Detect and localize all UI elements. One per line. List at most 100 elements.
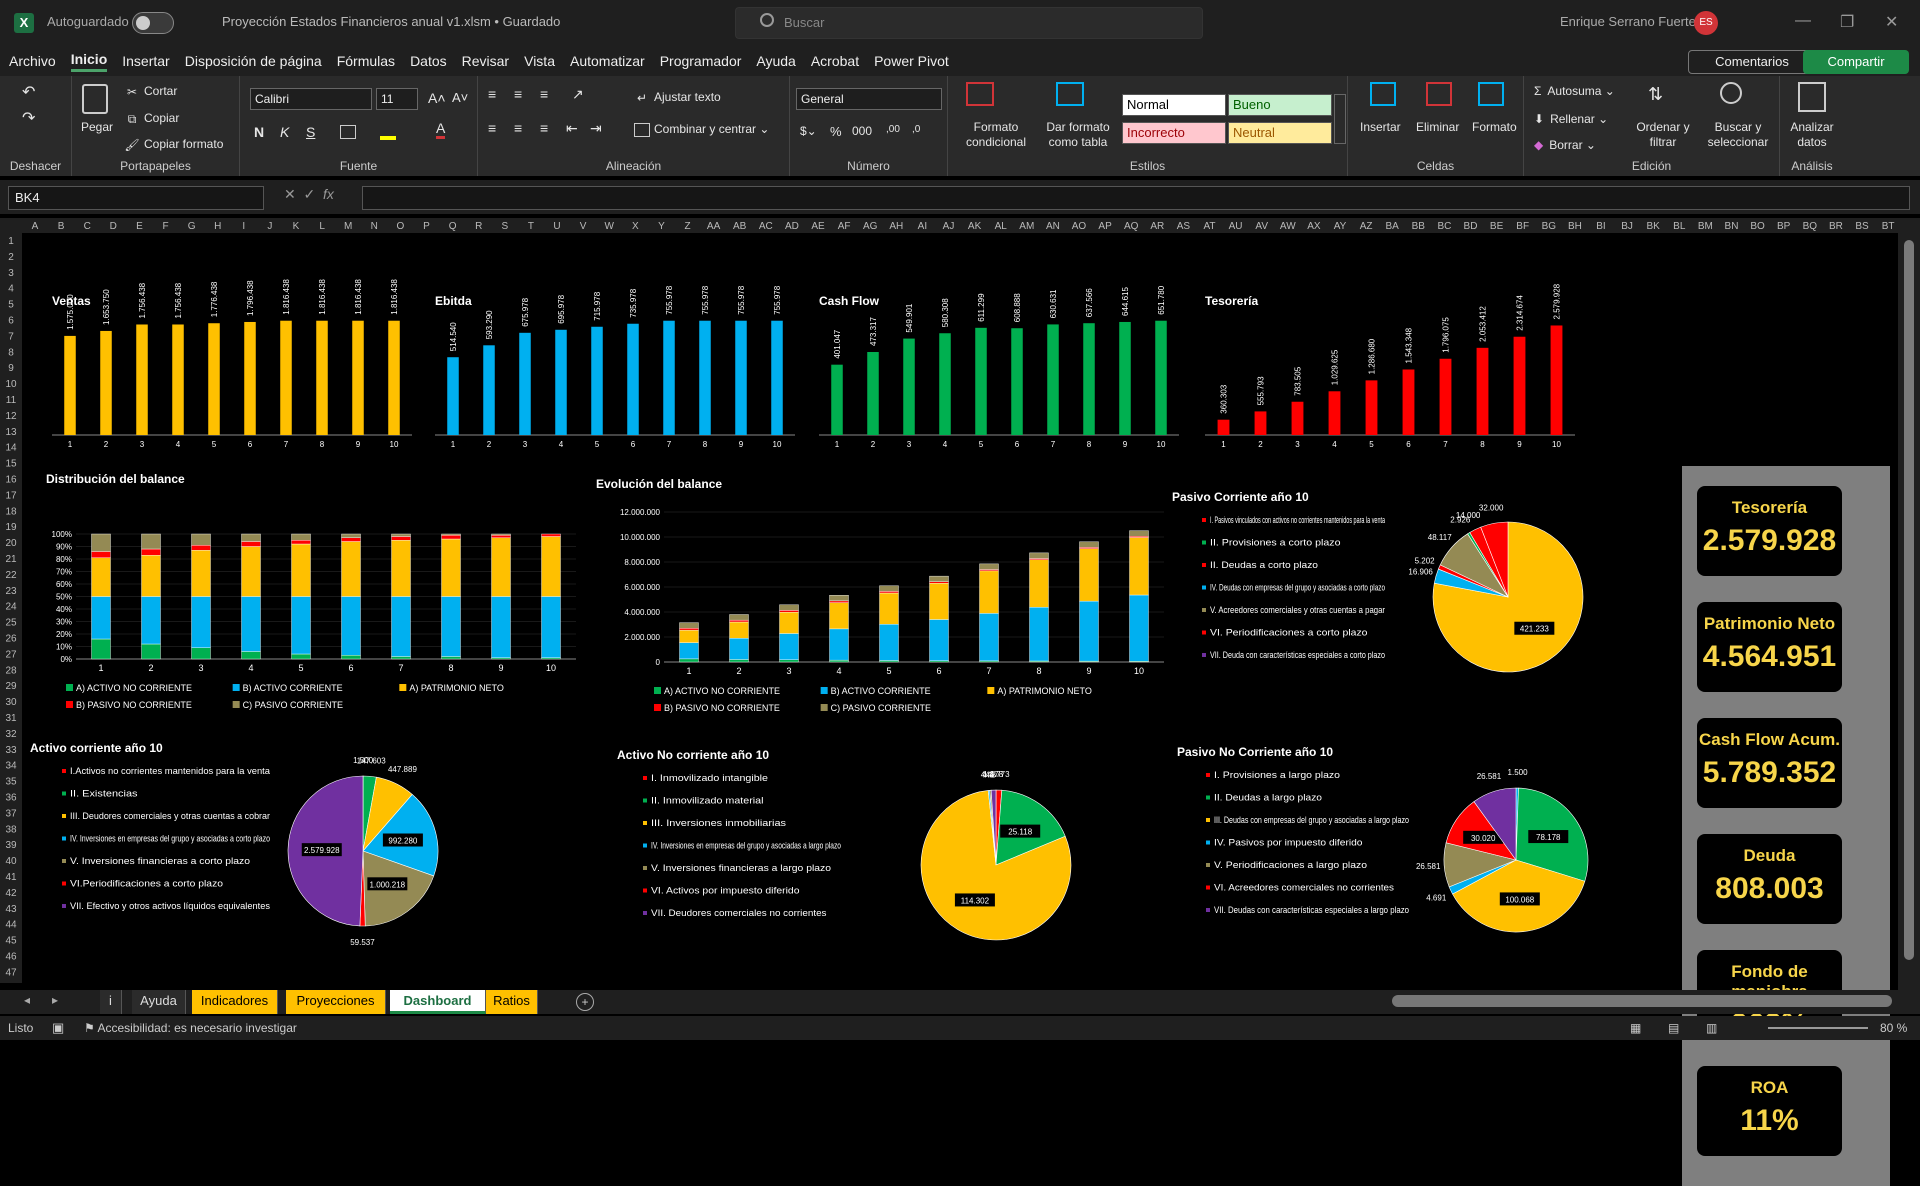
search-box[interactable]: Buscar	[735, 7, 1203, 39]
column-header[interactable]: AO	[1072, 221, 1087, 232]
macro-icon[interactable]: ▣	[52, 1016, 64, 1040]
row-header[interactable]: 7	[8, 331, 14, 342]
column-header[interactable]: AI	[918, 221, 927, 232]
column-header[interactable]: AJ	[943, 221, 955, 232]
align-middle-icon[interactable]: ≡	[514, 86, 522, 102]
format-cells-button[interactable]: Formato	[1472, 120, 1517, 134]
column-header[interactable]: BM	[1698, 221, 1713, 232]
conditional-format-button[interactable]: Formato condicional	[956, 120, 1036, 150]
cut-button[interactable]: ✂Cortar	[124, 84, 177, 99]
orientation-icon[interactable]: ↗	[572, 86, 584, 103]
insert-cells-icon[interactable]	[1370, 82, 1396, 106]
menu-5[interactable]: Datos	[410, 53, 447, 69]
paste-button[interactable]: Pegar	[81, 120, 113, 134]
column-header[interactable]: R	[475, 221, 482, 232]
format-table-icon[interactable]	[1056, 82, 1084, 106]
redo-icon[interactable]: ↷	[22, 108, 35, 128]
column-header[interactable]: BB	[1412, 221, 1426, 232]
align-top-icon[interactable]: ≡	[488, 86, 496, 102]
column-header[interactable]: I	[242, 221, 245, 232]
style-normal[interactable]: Normal	[1122, 94, 1226, 116]
increase-decimal-icon[interactable]: ,00	[886, 124, 900, 135]
column-header[interactable]: H	[214, 221, 221, 232]
column-header[interactable]: AC	[759, 221, 773, 232]
row-header[interactable]: 46	[5, 952, 17, 963]
italic-button[interactable]: K	[280, 124, 289, 140]
row-header[interactable]: 31	[5, 713, 17, 724]
column-header[interactable]: BF	[1516, 221, 1529, 232]
wrap-text-button[interactable]: ↵Ajustar texto	[634, 90, 721, 105]
menu-9[interactable]: Programador	[660, 53, 742, 69]
column-header[interactable]: U	[553, 221, 560, 232]
accessibility-status[interactable]: ⚑ Accesibilidad: es necesario investigar	[84, 1016, 297, 1040]
row-header[interactable]: 15	[5, 459, 17, 470]
row-header[interactable]: 25	[5, 618, 17, 629]
merge-center-button[interactable]: Combinar y centrar ⌄	[634, 122, 769, 137]
analyze-data-button[interactable]: Analizar datos	[1786, 120, 1838, 150]
row-header[interactable]: 28	[5, 665, 17, 676]
menu-0[interactable]: Archivo	[9, 53, 56, 69]
menu-7[interactable]: Vista	[524, 53, 555, 69]
row-header[interactable]: 22	[5, 570, 17, 581]
row-header[interactable]: 42	[5, 888, 17, 899]
minimize-icon[interactable]: —	[1795, 12, 1811, 30]
row-header[interactable]: 8	[8, 347, 14, 358]
column-header[interactable]: AZ	[1360, 221, 1373, 232]
style-bad[interactable]: Incorrecto	[1122, 122, 1226, 144]
column-header[interactable]: S	[501, 221, 508, 232]
add-sheet-icon[interactable]: +	[576, 993, 594, 1011]
autosave-toggle[interactable]	[132, 12, 174, 34]
delete-cells-button[interactable]: Eliminar	[1416, 120, 1459, 134]
column-header[interactable]: P	[423, 221, 430, 232]
find-select-button[interactable]: Buscar y seleccionar	[1702, 120, 1774, 150]
column-header[interactable]: BC	[1437, 221, 1451, 232]
column-header[interactable]: AN	[1046, 221, 1060, 232]
column-header[interactable]: BI	[1596, 221, 1605, 232]
column-header[interactable]: BT	[1882, 221, 1895, 232]
thousands-icon[interactable]: 000	[852, 124, 872, 138]
normal-view-icon[interactable]: ▦	[1630, 1016, 1641, 1040]
column-header[interactable]: AE	[811, 221, 825, 232]
increase-indent-icon[interactable]: ⇥	[590, 120, 602, 137]
menu-8[interactable]: Automatizar	[570, 53, 645, 69]
menu-10[interactable]: Ayuda	[756, 53, 795, 69]
column-header[interactable]: AQ	[1124, 221, 1139, 232]
column-header[interactable]: AT	[1203, 221, 1215, 232]
row-header[interactable]: 4	[8, 284, 14, 295]
conditional-format-icon[interactable]	[966, 82, 994, 106]
row-header[interactable]: 17	[5, 490, 17, 501]
column-header[interactable]: AW	[1280, 221, 1296, 232]
row-header[interactable]: 10	[5, 379, 17, 390]
grow-font-icon[interactable]: A˄	[428, 90, 446, 106]
name-box[interactable]: BK4	[8, 186, 264, 210]
row-header[interactable]: 29	[5, 681, 17, 692]
column-header[interactable]: AD	[785, 221, 799, 232]
column-header[interactable]: W	[604, 221, 614, 232]
column-header[interactable]: Y	[658, 221, 665, 232]
row-header[interactable]: 11	[6, 395, 17, 406]
menu-11[interactable]: Acrobat	[811, 53, 859, 69]
font-color-icon[interactable]: A	[436, 120, 445, 139]
column-header[interactable]: Q	[449, 221, 457, 232]
column-header[interactable]: AS	[1177, 221, 1191, 232]
share-button[interactable]: Compartir	[1803, 50, 1909, 74]
sort-filter-button[interactable]: Ordenar y filtrar	[1634, 120, 1692, 150]
row-header[interactable]: 12	[5, 411, 17, 422]
column-header[interactable]: AG	[863, 221, 878, 232]
column-header[interactable]: BL	[1673, 221, 1686, 232]
column-header[interactable]: M	[344, 221, 352, 232]
column-header[interactable]: BD	[1464, 221, 1478, 232]
find-select-icon[interactable]	[1720, 82, 1742, 104]
column-header[interactable]: AM	[1019, 221, 1034, 232]
row-header[interactable]: 45	[5, 936, 17, 947]
page-break-icon[interactable]: ▥	[1706, 1016, 1717, 1040]
column-header[interactable]: T	[528, 221, 534, 232]
document-title[interactable]: Proyección Estados Financieros anual v1.…	[222, 14, 560, 29]
borders-icon[interactable]	[340, 125, 356, 139]
row-header[interactable]: 5	[8, 300, 14, 311]
column-header[interactable]: O	[397, 221, 405, 232]
fill-color-icon[interactable]	[380, 122, 396, 140]
row-header[interactable]: 27	[5, 649, 17, 660]
column-header[interactable]: AU	[1229, 221, 1243, 232]
fx-icon[interactable]: ✕ ✓ fx	[284, 186, 362, 203]
